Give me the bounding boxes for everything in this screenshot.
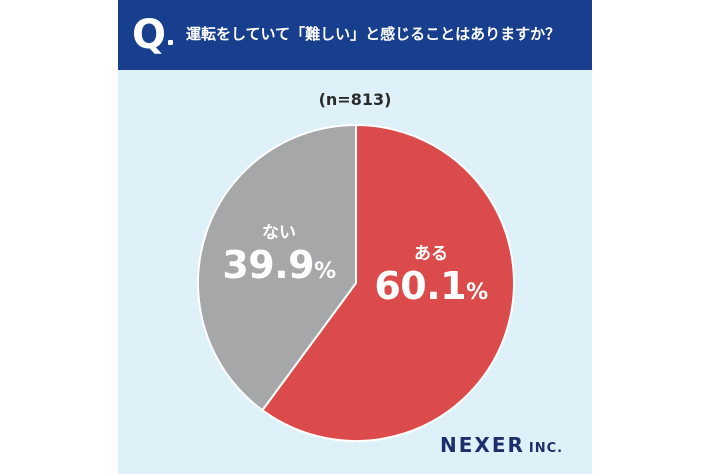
slice-percent-symbol: %	[466, 280, 488, 305]
slice-percent-label: 60.1%	[366, 264, 496, 315]
brand-name: NEXER	[440, 433, 525, 457]
sample-size-label: (n=813)	[318, 90, 392, 109]
question-header: Q 運転をしていて「難しい」と感じることはありますか？	[118, 0, 592, 70]
chart-card: Q 運転をしていて「難しい」と感じることはありますか？ (n=813) ある 60…	[118, 0, 592, 474]
slice-label-no: ない 39.9%	[214, 223, 344, 294]
question-text: 運転をしていて「難しい」と感じることはありますか？	[186, 25, 561, 43]
slice-percent-value: 39.9	[222, 243, 315, 287]
slice-percent-symbol: %	[314, 259, 336, 284]
q-mark: Q	[132, 12, 166, 58]
q-dot-decoration	[168, 40, 173, 45]
brand-suffix: INC.	[528, 441, 564, 456]
slice-category-label: ある	[414, 244, 448, 264]
pie-chart	[197, 123, 515, 442]
brand-logo: NEXER INC.	[440, 433, 563, 457]
pie-slice-yes	[260, 123, 515, 442]
pie-slice-no	[197, 123, 357, 412]
slice-percent-value: 60.1	[374, 264, 467, 308]
slice-category-label: ない	[262, 223, 296, 243]
slice-label-yes: ある 60.1%	[366, 244, 496, 315]
slice-percent-label: 39.9%	[214, 243, 344, 294]
